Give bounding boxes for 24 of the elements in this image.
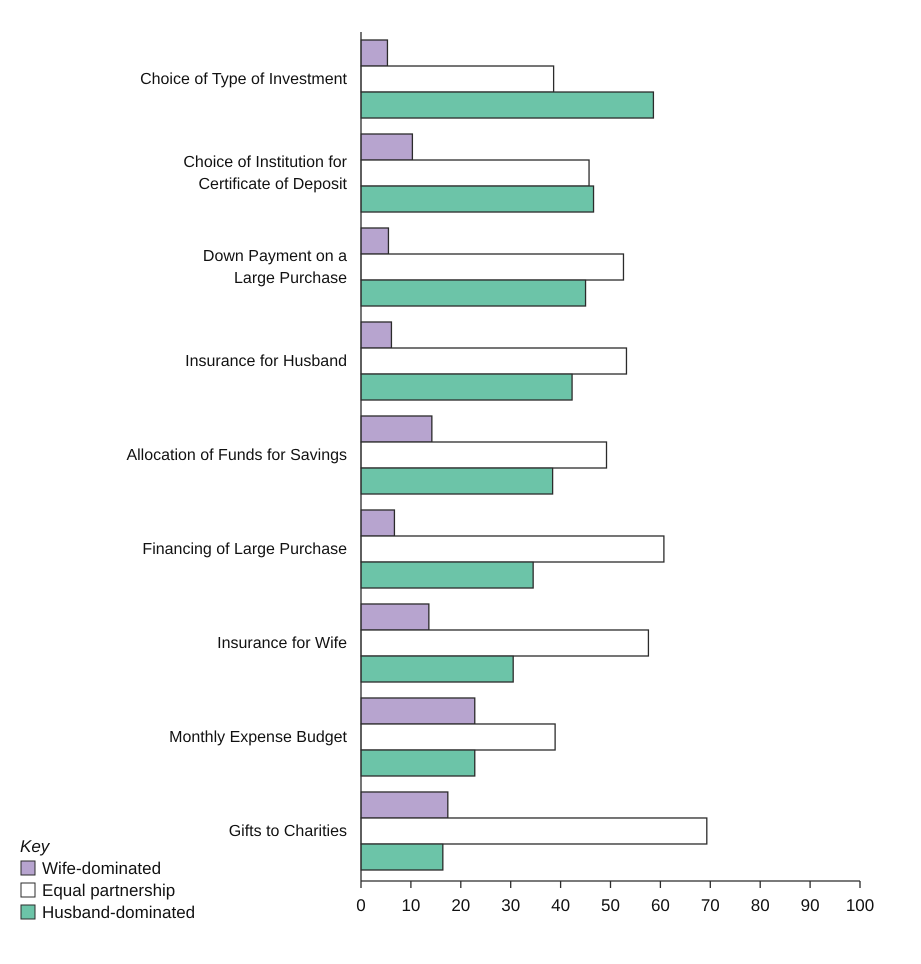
y-tick-label: Choice of Institution for Certificate of Deposit	[183, 154, 348, 194]
y-tick-label: Down Payment on a Large Purchase	[202, 248, 348, 288]
x-tick-label: 100	[846, 896, 874, 915]
x-tick-label: 10	[401, 896, 420, 915]
y-tick-label: Choice of Type of Investment	[140, 71, 348, 88]
x-tick-label: 60	[650, 896, 670, 915]
x-tick-label: 0	[356, 896, 366, 915]
x-tick-label: 30	[501, 896, 520, 915]
y-tick-label: Monthly Expense Budget	[169, 729, 348, 746]
y-tick-label: Insurance for Husband	[185, 353, 347, 370]
x-tick-label: 50	[601, 896, 620, 915]
x-tick-label: 80	[750, 896, 770, 915]
legend-label: Husband-dominated	[42, 903, 196, 922]
x-tick-label: 90	[800, 896, 820, 915]
legend-label: Wife-dominated	[42, 859, 162, 878]
y-tick-label: Financing of Large Purchase	[142, 541, 348, 558]
legend-label: Equal partnership	[42, 881, 176, 900]
y-tick-label: Gifts to Charities	[228, 823, 347, 840]
x-tick-label: 70	[700, 896, 720, 915]
y-tick-label: Allocation of Funds for Savings	[126, 447, 347, 464]
x-tick-label: 20	[451, 896, 470, 915]
y-tick-label: Insurance for Wife	[217, 635, 348, 652]
x-tick-label: 40	[551, 896, 570, 915]
legend-title: Key	[20, 837, 51, 856]
